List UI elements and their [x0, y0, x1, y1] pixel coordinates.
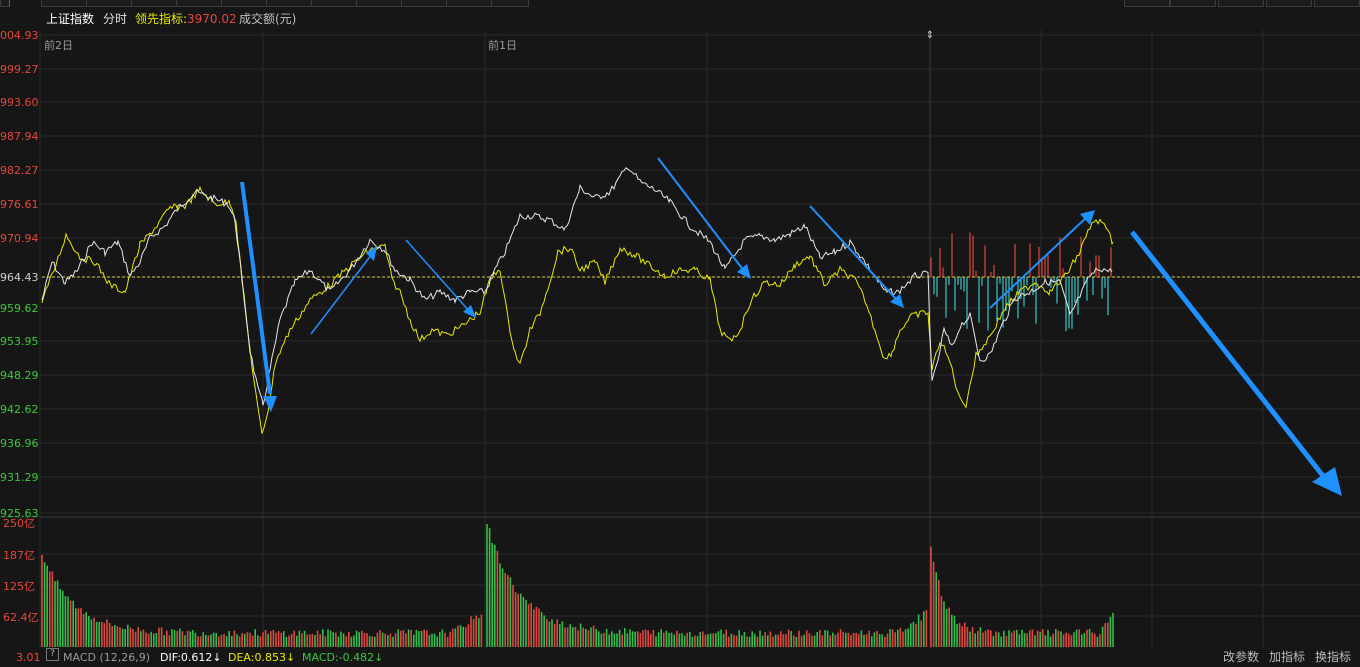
down-arrow-head-icon: [263, 396, 277, 412]
macd-indicator-bar: 3.01 ? MACD (12,26,9) DIF:0.612↓ DEA:0.8…: [0, 648, 1360, 667]
top-tab[interactable]: [311, 0, 357, 7]
top-tab[interactable]: [221, 0, 267, 7]
macd-title[interactable]: MACD (12,26,9): [63, 651, 151, 664]
down-arrow-head-icon: [890, 294, 904, 308]
volume-bottom-label: 3.01: [16, 651, 41, 664]
down-arrow-head-icon: [1312, 467, 1342, 496]
macd-value: MACD:-0.482↓: [302, 651, 384, 664]
down-arrow-head-icon: [737, 264, 751, 279]
volume-label: 成交额(元): [239, 12, 297, 26]
volume-tick-label: 125亿: [3, 580, 35, 593]
volume-bars: [41, 524, 1114, 647]
index-name[interactable]: 上证指数: [46, 12, 95, 26]
top-tab[interactable]: [1314, 0, 1360, 7]
price-tick-label: 976.61: [0, 198, 39, 211]
index-price-line: [41, 167, 1113, 406]
drag-handle-icon[interactable]: ⇕: [926, 30, 934, 41]
top-tab[interactable]: [1266, 0, 1312, 7]
top-tab[interactable]: [1218, 0, 1264, 7]
down-arrow-icon: [240, 181, 272, 395]
volume-tick-label: 250亿: [3, 517, 35, 530]
volume-tick-label: 62.4亿: [3, 611, 39, 624]
price-axis-labels: 004.93 999.27 993.60 987.94 982.27 976.61 970.…: [0, 30, 39, 520]
down-arrow-head-icon: [463, 305, 476, 318]
change-params-label[interactable]: 改参数: [1223, 650, 1260, 664]
chart-grid: [0, 30, 1360, 648]
price-tick-label: 936.96: [0, 437, 39, 450]
top-tab[interactable]: [86, 0, 132, 7]
up-arrow-head-icon: [366, 246, 377, 261]
price-tick-label: 993.60: [0, 96, 39, 109]
help-icon[interactable]: ?: [46, 648, 59, 661]
add-indicator-label[interactable]: 加指标: [1269, 650, 1306, 664]
price-tick-label: 959.62: [0, 302, 39, 315]
macd-dea: DEA:0.853↓: [228, 651, 296, 664]
top-tab-strip: [0, 0, 1360, 7]
volume-axis-labels: 250亿 187亿 125亿 62.4亿: [3, 517, 39, 624]
macd-histogram: [930, 232, 1112, 332]
lead-indicator-label: 领先指标:: [135, 12, 188, 26]
top-tab[interactable]: [41, 0, 87, 7]
top-tab[interactable]: [356, 0, 402, 7]
down-arrow-icon: [809, 205, 898, 301]
price-tick-label: 004.93: [0, 30, 39, 42]
down-arrow-icon: [405, 239, 471, 313]
price-tick-label: 964.43: [0, 271, 39, 284]
top-tab[interactable]: [1170, 0, 1216, 7]
top-tab[interactable]: [446, 0, 492, 7]
day-label: 前2日: [44, 38, 73, 52]
volume-tick-label: 187亿: [3, 549, 35, 562]
price-tick-label: 999.27: [0, 63, 39, 76]
price-tick-label: 982.27: [0, 164, 39, 177]
day-labels: 前2日 前1日: [44, 38, 517, 52]
annotation-arrows: [240, 157, 1342, 496]
up-arrow-icon: [310, 253, 373, 335]
top-tab[interactable]: [401, 0, 447, 7]
top-tab[interactable]: [266, 0, 312, 7]
chart-mode[interactable]: 分时: [103, 12, 128, 26]
lead-indicator-value: 3970.02: [187, 12, 237, 26]
top-tab[interactable]: [0, 0, 10, 7]
chart-header: 上证指数 分时 领先指标: 3970.02 成交额(元): [0, 8, 1360, 30]
price-tick-label: 931.29: [0, 471, 39, 484]
price-tick-label: 942.62: [0, 403, 39, 416]
switch-indicator-label[interactable]: 换指标: [1315, 650, 1352, 664]
down-arrow-icon: [657, 157, 745, 272]
price-tick-label: 925.63: [0, 507, 39, 520]
price-tick-label: 970.94: [0, 232, 39, 245]
macd-dif: DIF:0.612↓: [160, 651, 222, 664]
lead-indicator-line: [41, 185, 1114, 434]
day-label: 前1日: [488, 38, 517, 52]
price-tick-label: 953.95: [0, 335, 39, 348]
price-tick-label: 987.94: [0, 130, 39, 143]
top-tab[interactable]: [491, 0, 529, 7]
intraday-chart[interactable]: 250亿 187亿 125亿 62.4亿 004.93 999.27 993.60 987.…: [0, 30, 1360, 648]
top-tab[interactable]: [131, 0, 177, 7]
top-tab[interactable]: [1124, 0, 1170, 7]
top-tab[interactable]: [176, 0, 222, 7]
up-arrow-icon: [989, 215, 1089, 309]
up-arrow-head-icon: [1080, 210, 1095, 225]
down-arrow-icon: [1130, 230, 1329, 483]
price-tick-label: 948.29: [0, 369, 39, 382]
